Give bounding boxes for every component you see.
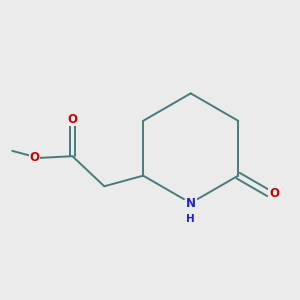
Text: O: O [269, 187, 279, 200]
Text: H: H [186, 214, 195, 224]
Text: O: O [68, 112, 77, 125]
Text: O: O [30, 152, 40, 164]
Text: N: N [186, 196, 196, 210]
